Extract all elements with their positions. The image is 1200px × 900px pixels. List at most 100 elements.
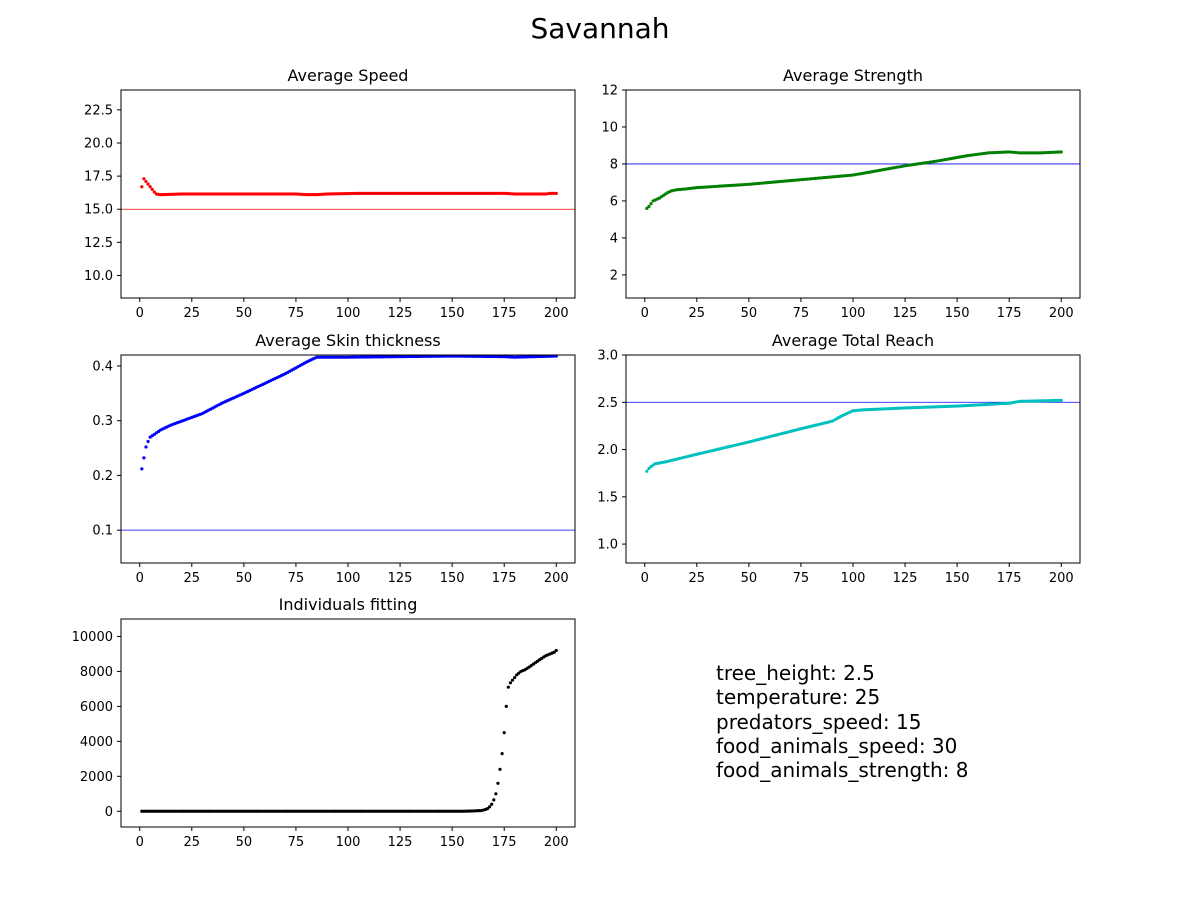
x-tick-label: 175 — [492, 306, 517, 321]
y-tick-label: 10000 — [72, 630, 113, 645]
data-point — [490, 802, 494, 806]
data-point — [140, 185, 144, 189]
data-point — [502, 731, 506, 735]
y-tick-label: 10 — [601, 120, 618, 135]
y-tick-label: 20.0 — [84, 136, 113, 151]
data-point — [146, 182, 150, 186]
data-point — [649, 202, 653, 206]
data-point — [488, 805, 492, 809]
chart-fitting: Individuals fitting 0 25 50 75 100 125 150 175 20… — [72, 595, 576, 850]
plot-frame — [625, 89, 1081, 299]
chart-strength: Average Strength 0 25 50 75 100 125 150 175 200 2 4… — [601, 66, 1081, 321]
y-tick-label: 8 — [610, 157, 618, 172]
param-temperature: temperature: 25 — [716, 685, 881, 710]
x-tick-label: 50 — [236, 835, 253, 850]
x-tick-label: 150 — [945, 571, 970, 586]
figure-title: Savannah — [530, 12, 670, 45]
x-tick-label: 0 — [641, 571, 649, 586]
x-tick-label: 150 — [945, 306, 970, 321]
chart-speed: Average Speed 0 25 50 75 100 125 150 175 200 10.0 1… — [84, 66, 576, 321]
data-point — [494, 792, 498, 796]
x-tick-label: 0 — [136, 571, 144, 586]
chart-title: Individuals fitting — [279, 595, 418, 614]
y-tick-label: 22.5 — [84, 103, 113, 118]
x-tick-label: 200 — [544, 835, 569, 850]
x-tick-label: 125 — [388, 571, 413, 586]
data-point — [496, 781, 500, 785]
x-tick-label: 125 — [893, 306, 918, 321]
x-tick-label: 100 — [841, 306, 866, 321]
x-tick-label: 75 — [288, 835, 305, 850]
y-tick-label: 8000 — [80, 665, 113, 680]
data-point — [645, 469, 649, 473]
chart-skin: Average Skin thickness 0 25 50 75 100 125 150 17… — [92, 331, 576, 586]
data-point — [146, 439, 150, 444]
y-tick-label: 3.0 — [597, 349, 618, 364]
data-point — [554, 191, 558, 195]
y-tick-label: 1.5 — [597, 490, 618, 505]
chart-title: Average Total Reach — [772, 331, 934, 350]
x-tick-label: 175 — [997, 571, 1022, 586]
x-tick-label: 150 — [440, 571, 465, 586]
plot-frame — [120, 618, 576, 828]
x-tick-label: 175 — [492, 835, 517, 850]
data-point — [142, 456, 146, 460]
y-tick-label: 1.0 — [597, 538, 618, 553]
y-tick-label: 0.1 — [92, 524, 113, 539]
x-tick-label: 100 — [336, 306, 361, 321]
x-tick-label: 25 — [689, 306, 706, 321]
param-food-animals-speed: food_animals_speed: 30 — [716, 733, 958, 758]
y-tick-label: 0 — [105, 805, 113, 820]
x-tick-label: 25 — [184, 306, 201, 321]
data-point — [645, 206, 649, 210]
x-tick-label: 50 — [741, 306, 758, 321]
x-tick-label: 0 — [136, 306, 144, 321]
param-food-animals-strength: food_animals_strength: 8 — [716, 758, 969, 783]
y-tick-label: 6000 — [80, 700, 113, 715]
x-tick-label: 200 — [544, 571, 569, 586]
x-tick-label: 125 — [893, 571, 918, 586]
data-point — [513, 675, 517, 680]
y-tick-label: 4 — [610, 231, 618, 246]
data-point — [140, 467, 144, 471]
chart-title: Average Skin thickness — [255, 331, 440, 350]
param-tree-height: tree_height: 2.5 — [716, 661, 875, 685]
x-tick-label: 200 — [544, 306, 569, 321]
chart-title: Average Speed — [288, 66, 409, 85]
data-point — [508, 681, 513, 685]
data-points — [645, 150, 1063, 210]
y-tick-label: 2.0 — [597, 443, 618, 458]
data-point — [504, 704, 508, 708]
data-point — [1059, 398, 1063, 402]
data-point — [498, 767, 502, 771]
data-point — [150, 187, 154, 191]
x-tick-label: 175 — [492, 571, 517, 586]
y-tick-label: 0.3 — [92, 414, 113, 429]
y-tick-label: 12.5 — [84, 236, 113, 251]
data-point — [142, 177, 146, 181]
data-point — [510, 678, 515, 682]
data-point — [144, 179, 148, 184]
y-tick-label: 2000 — [80, 770, 113, 785]
y-tick-label: 2.5 — [597, 396, 618, 411]
y-tick-label: 10.0 — [84, 269, 113, 284]
y-tick-label: 0.4 — [92, 359, 113, 374]
x-tick-label: 125 — [388, 835, 413, 850]
chart-title: Average Strength — [783, 66, 923, 85]
x-tick-label: 75 — [793, 306, 810, 321]
param-predators-speed: predators_speed: 15 — [716, 709, 922, 734]
data-points — [140, 648, 558, 813]
data-points — [140, 177, 558, 197]
data-point — [647, 466, 651, 471]
y-tick-label: 2 — [610, 268, 618, 283]
data-point — [554, 648, 558, 653]
x-tick-label: 25 — [689, 571, 706, 586]
x-tick-label: 125 — [388, 306, 413, 321]
y-tick-label: 12 — [601, 84, 618, 99]
y-tick-label: 0.2 — [92, 469, 113, 484]
x-tick-label: 50 — [236, 306, 253, 321]
x-tick-label: 75 — [288, 306, 305, 321]
chart-reach: Average Total Reach 0 25 50 75 100 125 150 175 20… — [597, 331, 1081, 586]
x-tick-label: 150 — [440, 835, 465, 850]
